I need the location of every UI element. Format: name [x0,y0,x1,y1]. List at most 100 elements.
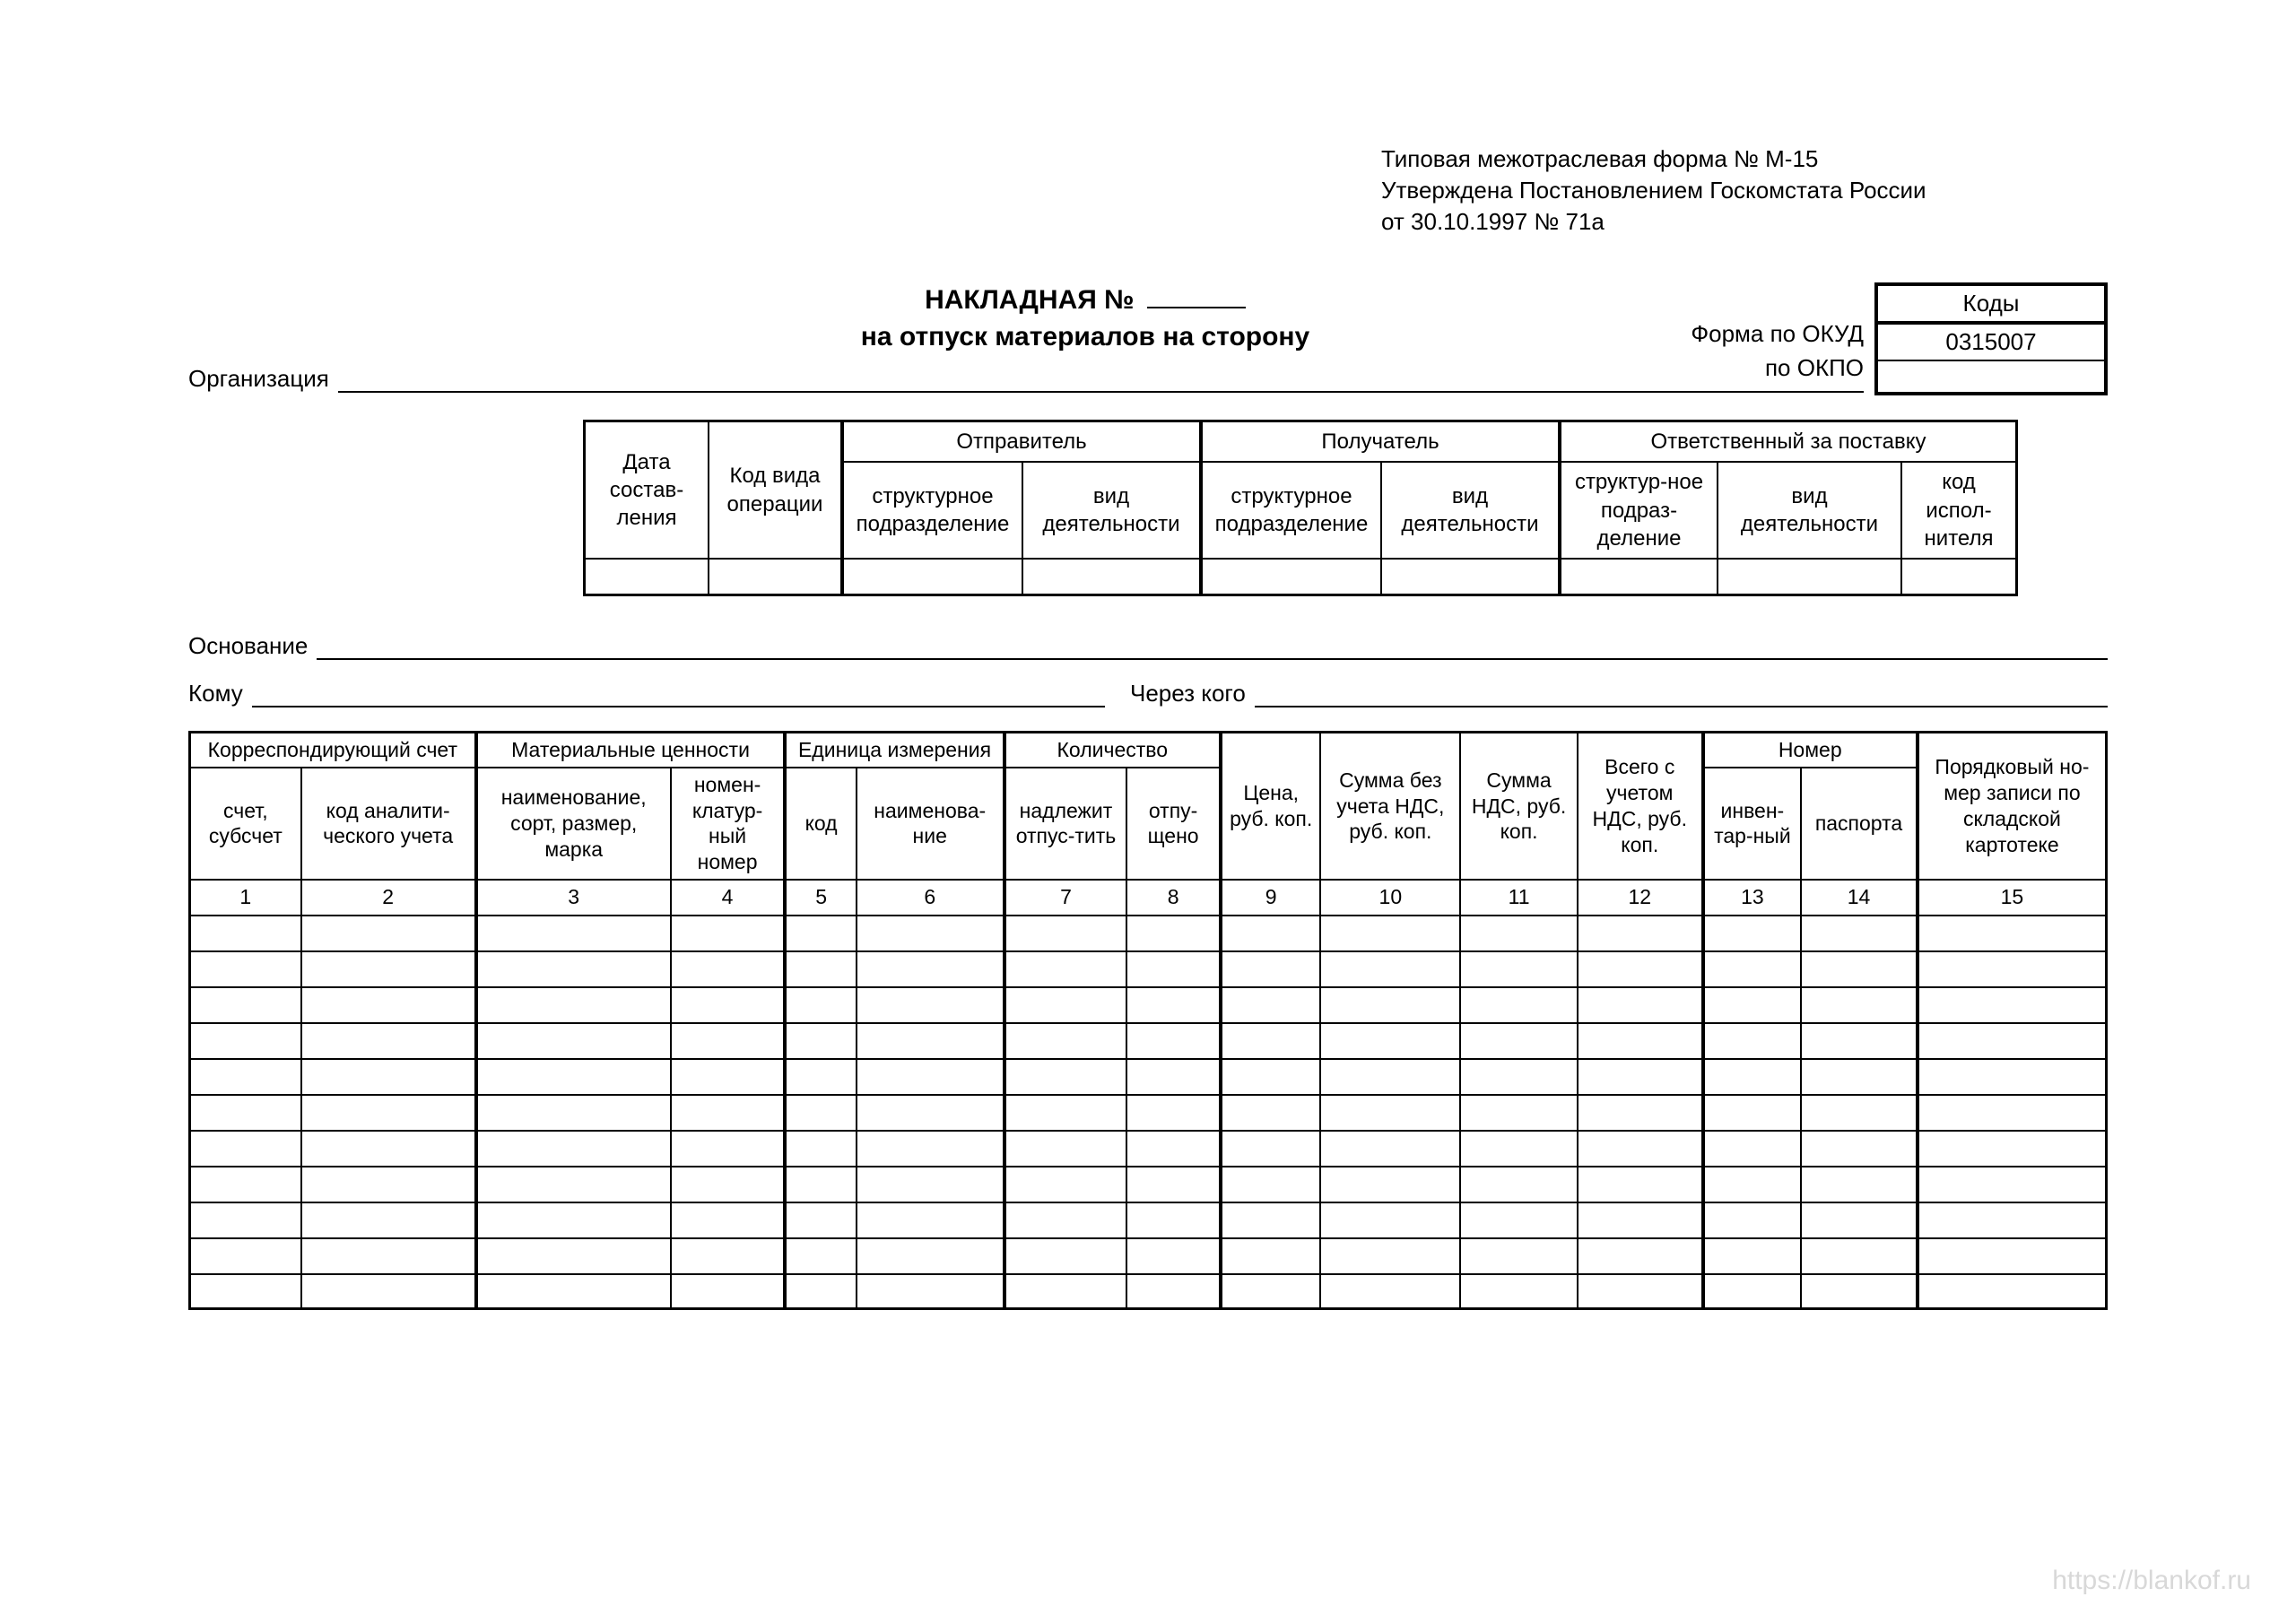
main-colnum-cell: 12 [1578,880,1704,916]
main-data-cell [1578,987,1704,1023]
main-data-cell [1005,1238,1127,1274]
main-colnum-cell: 14 [1801,880,1918,916]
main-data-cell [786,916,856,951]
main-data-cell [857,1131,1005,1167]
main-subheader-cell: отпу-щено [1126,768,1222,880]
main-header-cell: Номер [1704,731,1918,768]
main-data-cell [1460,1202,1578,1238]
main-data-cell [477,1238,671,1274]
main-data-cell [1918,951,2108,987]
cell-receiver-activity [1381,559,1561,596]
main-data-cell [301,1131,477,1167]
okud-label: Форма по ОКУД [1691,317,1864,351]
hdr-opcode: Код вида операции [709,420,843,559]
main-data-cell [1126,1167,1222,1202]
main-data-cell [1460,987,1578,1023]
main-data-cell [188,987,301,1023]
basis-row: Основание [188,632,2108,660]
main-data-cell [1320,1059,1460,1095]
main-data-cell [1320,1274,1460,1310]
cell-date [583,559,709,596]
main-data-cell [1704,1095,1802,1131]
codes-header: Коды [1874,282,2108,325]
main-data-cell [1005,1059,1127,1095]
main-data-cell [301,987,477,1023]
main-subheader-cell: счет, субсчет [188,768,301,880]
main-data-cell [1801,1274,1918,1310]
cell-sender-struct [843,559,1022,596]
main-data-cell [1918,1059,2108,1095]
main-data-cell [1801,1023,1918,1059]
main-subheader-cell: код аналити-ческого учета [301,768,477,880]
main-data-cell [1801,1167,1918,1202]
basis-blank [317,635,2108,660]
main-header-cell: Единица измерения [786,731,1004,768]
meta-line2: Утверждена Постановлением Госкомстата Ро… [1381,175,2108,206]
main-subheader-cell: код [786,768,856,880]
main-header-cell: Сумма без учета НДС, руб. коп. [1320,731,1460,880]
cell-exec-code [1901,559,2018,596]
main-colnum-cell: 15 [1918,880,2108,916]
main-header-cell: Количество [1005,731,1222,768]
main-data-cell [1005,1167,1127,1202]
main-data-cell [477,1131,671,1167]
main-data-cell [1918,987,2108,1023]
through-blank [1255,682,2108,707]
main-data-cell [188,1238,301,1274]
main-data-cell [1578,1238,1704,1274]
form-meta: Типовая межотраслевая форма № М-15 Утвер… [1381,143,2108,238]
main-data-cell [671,951,787,987]
through-label: Через кого [1130,680,1255,707]
main-data-cell [1320,1202,1460,1238]
main-data-cell [1704,987,1802,1023]
main-data-cell [857,1167,1005,1202]
main-data-cell [1460,916,1578,951]
main-data-cell [1126,916,1222,951]
main-data-cell [857,987,1005,1023]
main-colnum-cell: 10 [1320,880,1460,916]
cell-opcode [709,559,843,596]
main-data-cell [301,1023,477,1059]
main-data-cell [1005,1202,1127,1238]
main-data-cell [1005,916,1127,951]
main-data-cell [477,916,671,951]
to-whom-label: Кому [188,680,252,707]
main-data-cell [1222,1274,1321,1310]
main-data-cell [1704,1131,1802,1167]
main-data-cell [1460,1238,1578,1274]
organization-row: Организация [188,365,2108,393]
title-number-blank [1147,307,1246,308]
main-data-cell [1126,1238,1222,1274]
main-data-cell [1578,1023,1704,1059]
main-data-cell [857,1095,1005,1131]
main-data-cell [1918,1238,2108,1274]
main-colnum-cell: 8 [1126,880,1222,916]
main-data-cell [1126,1059,1222,1095]
main-data-cell [477,951,671,987]
main-data-cell [857,1238,1005,1274]
main-data-cell [1320,1131,1460,1167]
main-data-cell [1222,987,1321,1023]
main-data-cell [1918,1167,2108,1202]
header-table: Дата состав-ления Код вида операции Отпр… [583,420,2018,596]
main-data-cell [1460,1167,1578,1202]
main-data-cell [786,1095,856,1131]
title-line2: на отпуск материалов на сторону [861,322,1309,352]
main-data-cell [1320,1023,1460,1059]
main-data-cell [1126,1023,1222,1059]
main-data-cell [301,1059,477,1095]
main-data-cell [1704,916,1802,951]
main-data-cell [188,1023,301,1059]
main-data-cell [477,1095,671,1131]
main-data-cell [786,1023,856,1059]
main-data-cell [786,1059,856,1095]
main-data-cell [301,916,477,951]
main-data-cell [1918,1095,2108,1131]
main-data-cell [671,1238,787,1274]
main-data-cell [786,1202,856,1238]
main-colnum-cell: 1 [188,880,301,916]
main-data-cell [1005,951,1127,987]
okud-value: 0315007 [1874,325,2108,361]
main-data-cell [1126,1202,1222,1238]
main-data-cell [857,1202,1005,1238]
